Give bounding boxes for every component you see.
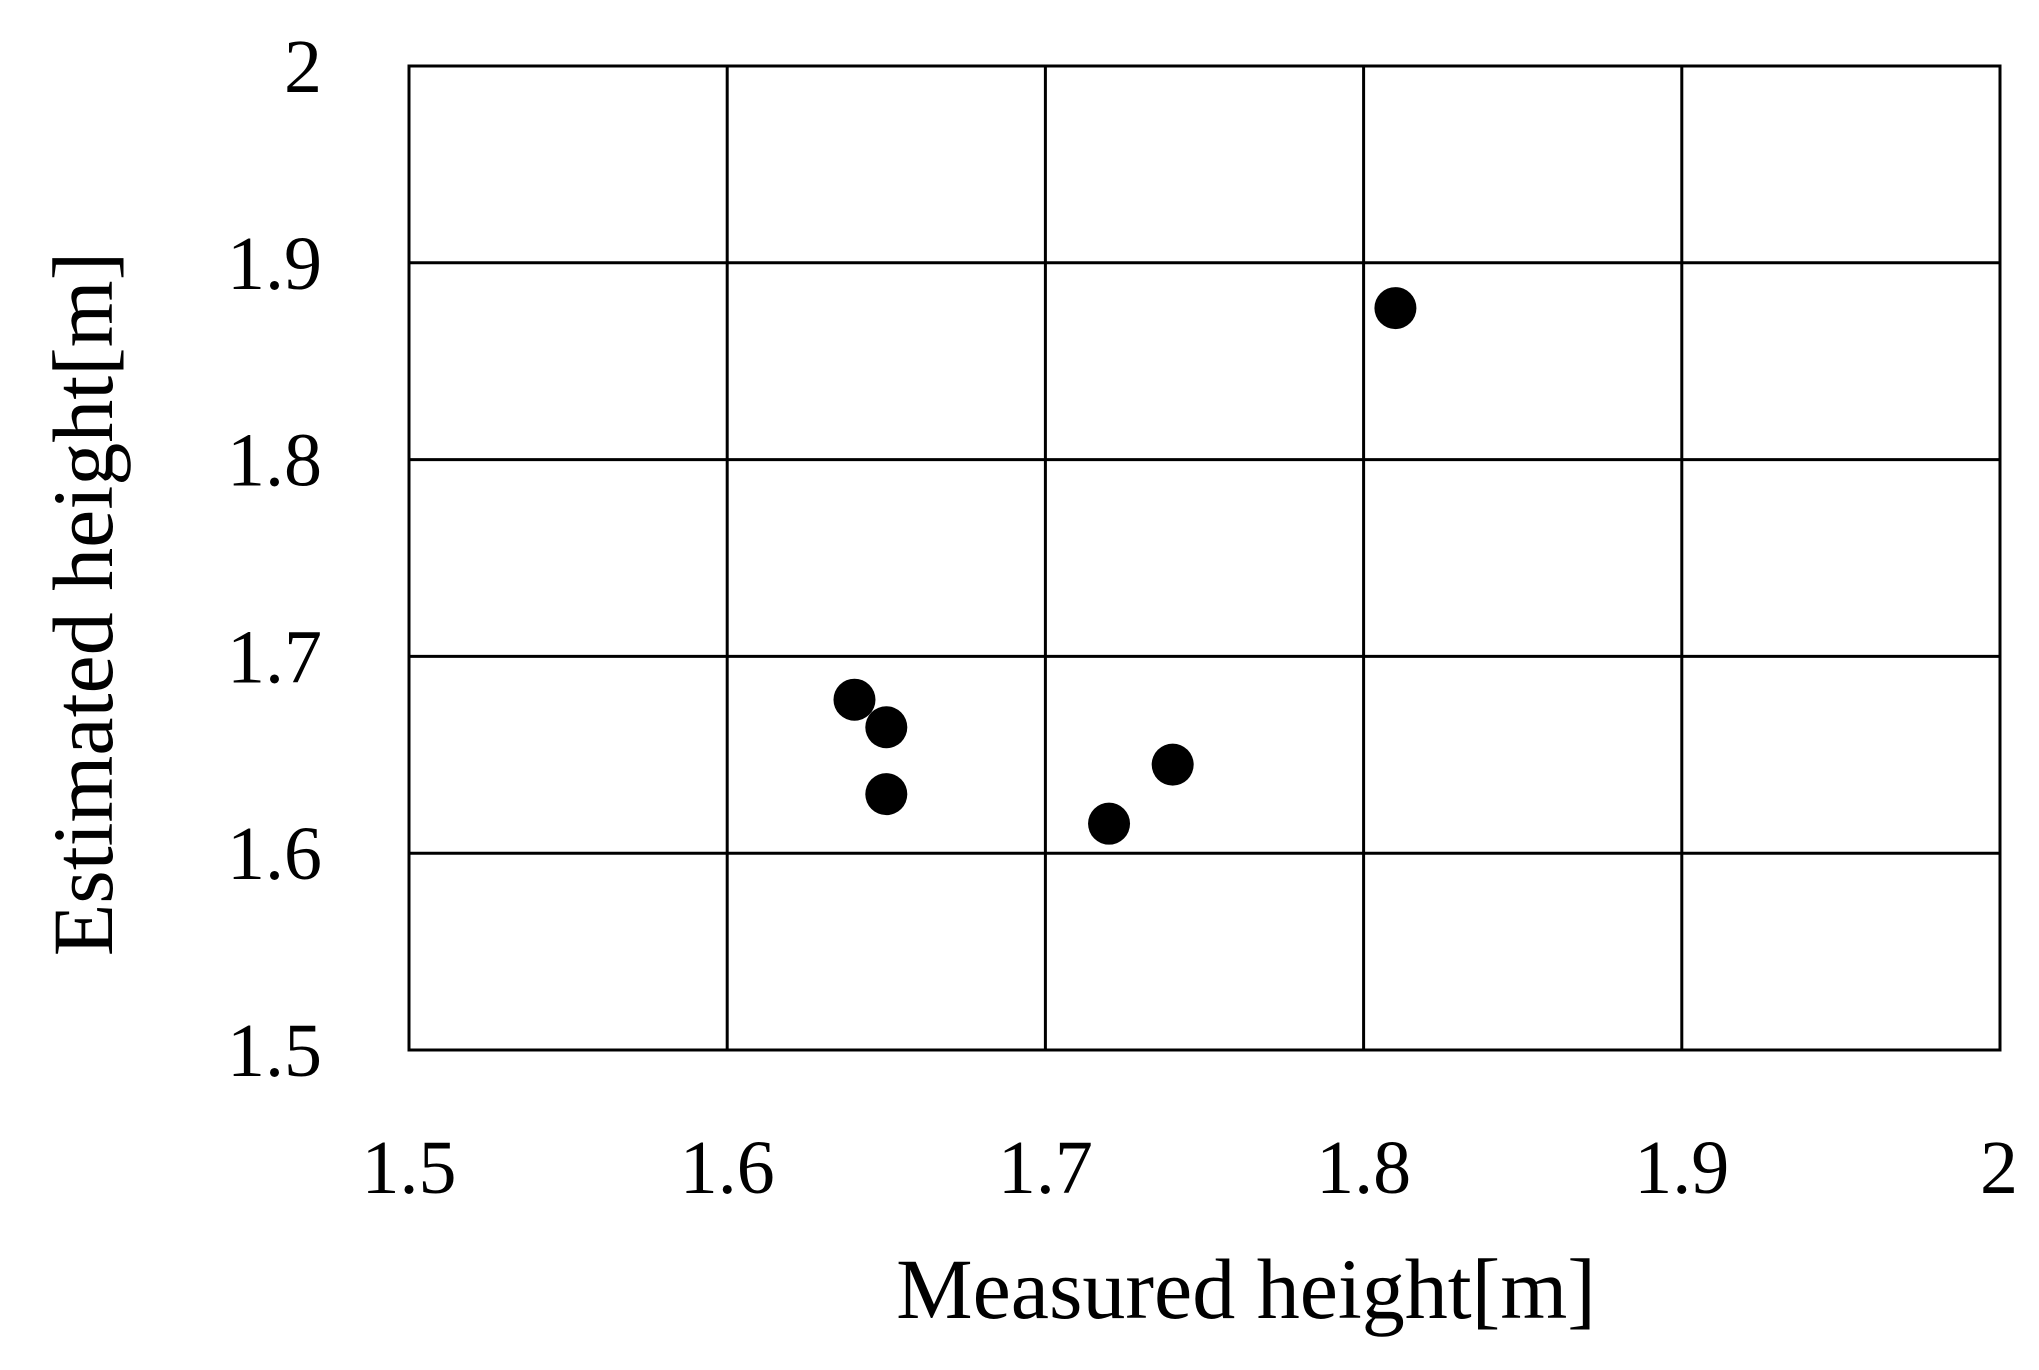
x-tick-labels: 1.5 1.6 1.7 1.8 1.9 2 — [362, 1126, 2019, 1210]
y-tick-label: 2 — [284, 25, 322, 109]
y-tick-label: 1.9 — [227, 222, 322, 306]
x-tick-label: 1.8 — [1316, 1126, 1411, 1210]
data-point — [865, 706, 908, 749]
y-tick-label: 1.6 — [227, 812, 322, 896]
y-tick-label: 1.5 — [227, 1009, 322, 1093]
data-point — [833, 678, 876, 721]
y-tick-label: 1.8 — [227, 419, 322, 503]
x-tick-label: 1.7 — [998, 1126, 1093, 1210]
y-tick-labels: 1.5 1.6 1.7 1.8 1.9 2 — [227, 25, 322, 1093]
x-tick-label: 2 — [1980, 1126, 2018, 1210]
grid — [407, 64, 2002, 1052]
data-point — [1374, 287, 1417, 330]
y-axis-label: Estimated height[m] — [35, 252, 131, 957]
data-point — [865, 773, 908, 816]
x-axis-label: Measured height[m] — [896, 1241, 1596, 1337]
plot-area-frame — [407, 64, 2002, 1052]
x-tick-label: 1.5 — [362, 1126, 457, 1210]
y-tick-label: 1.7 — [227, 615, 322, 699]
x-tick-label: 1.6 — [680, 1126, 775, 1210]
x-tick-label: 1.9 — [1634, 1126, 1729, 1210]
data-point — [1088, 802, 1131, 845]
data-points — [833, 287, 1417, 845]
data-point — [1151, 743, 1194, 786]
